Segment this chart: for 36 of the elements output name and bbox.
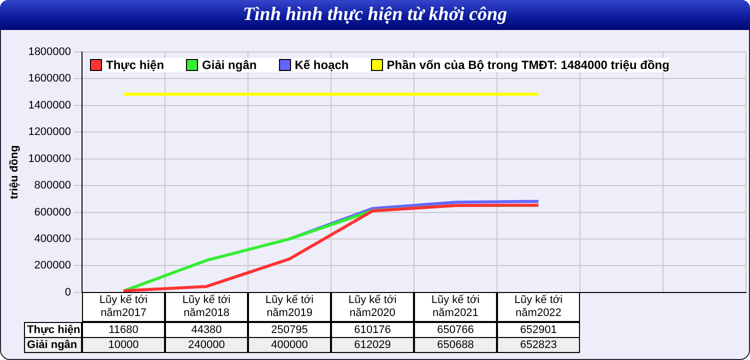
data-label: 250795: [248, 322, 331, 338]
y-tick-label: 1400000: [28, 99, 72, 112]
data-label: 652901: [497, 322, 580, 338]
data-label: 400000: [248, 337, 331, 354]
data-label: 612029: [331, 337, 414, 354]
legend-label: Phần vốn của Bộ trong TMĐT: 1484000 triệu đồng: [386, 58, 670, 72]
y-axis-title: triệu đồng: [8, 145, 21, 200]
text: Giải ngân: [27, 339, 78, 352]
text: Thực hiện: [27, 324, 80, 336]
y-tick-label: 800000: [34, 180, 72, 192]
y-tick-label: 400000: [34, 233, 72, 246]
x-tick-label: Lũy kế tới năm2017: [82, 292, 165, 322]
chart-title: Tình hình thực hiện từ khởi công: [0, 0, 750, 30]
data-label: 610176: [331, 322, 414, 338]
x-tick-label: Lũy kế tới năm2018: [165, 292, 248, 322]
x-tick-label: Lũy kế tới năm2019: [248, 292, 331, 322]
legend-label: Kế hoạch: [294, 58, 349, 72]
x-tick-label: Lũy kế tới năm2021: [414, 292, 497, 322]
y-tick-label: 600000: [34, 206, 72, 218]
legend-label: Thực hiện: [106, 58, 164, 72]
data-label: 650766: [414, 322, 497, 338]
legend-label: Giải ngân: [202, 58, 257, 72]
data-label: 650688: [414, 337, 497, 354]
y-tick-label: 200000: [34, 260, 72, 272]
data-label: 44380: [165, 322, 248, 338]
y-tick-label: 0: [64, 286, 72, 298]
x-tick-label: Lũy kế tới năm2022: [497, 292, 580, 322]
data-label: 10000: [82, 337, 165, 354]
data-label: 240000: [165, 337, 248, 354]
y-tick-label: 1000000: [28, 152, 72, 165]
x-tick-label: Lũy kế tới năm2020: [331, 292, 414, 322]
data-label: 11680: [82, 322, 165, 338]
y-tick-label: 1200000: [28, 126, 72, 138]
y-tick-label: 1600000: [28, 72, 72, 85]
y-tick-label: 1800000: [28, 46, 72, 58]
data-label: 652823: [497, 337, 580, 354]
